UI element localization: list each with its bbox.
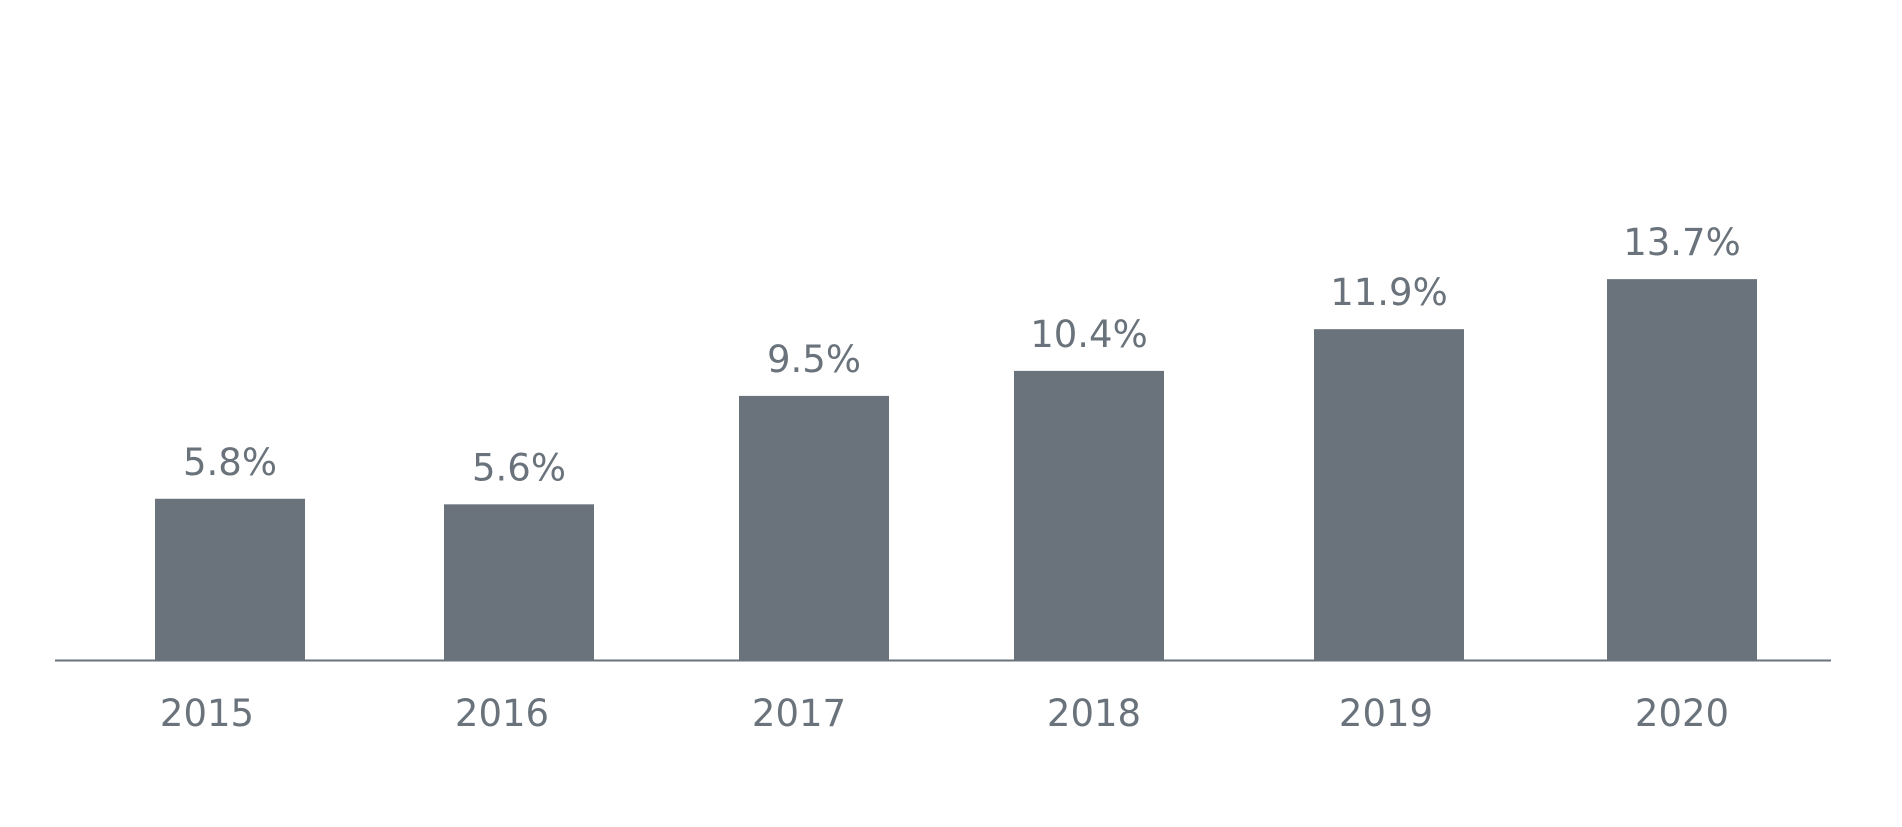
x-tick-label-2018: 2018 [1047,692,1141,735]
bar-2015 [155,498,305,660]
data-label-2016: 5.6% [472,446,566,489]
x-tick-label-2019: 2019 [1339,692,1433,735]
bar-2019 [1314,329,1464,660]
x-tick-label-2015: 2015 [160,692,254,735]
bars-layer [155,279,1757,660]
bar-2016 [444,504,594,660]
bar-2017 [739,395,889,660]
x-tick-label-2016: 2016 [455,692,549,735]
bar-2018 [1014,370,1164,660]
data-label-2018: 10.4% [1030,313,1148,356]
x-tick-label-2017: 2017 [752,692,846,735]
x-tick-label-2020: 2020 [1635,692,1729,735]
bar-2020 [1607,279,1757,660]
data-label-2019: 11.9% [1330,271,1448,314]
value-labels-layer: 5.8% 5.6% 9.5% 10.4% 11.9% 13.7% [183,221,1741,489]
data-label-2017: 9.5% [767,338,861,381]
data-label-2015: 5.8% [183,441,277,484]
x-tick-labels-layer: 2015 2016 2017 2018 2019 2020 [160,692,1729,735]
data-label-2020: 13.7% [1623,221,1741,264]
